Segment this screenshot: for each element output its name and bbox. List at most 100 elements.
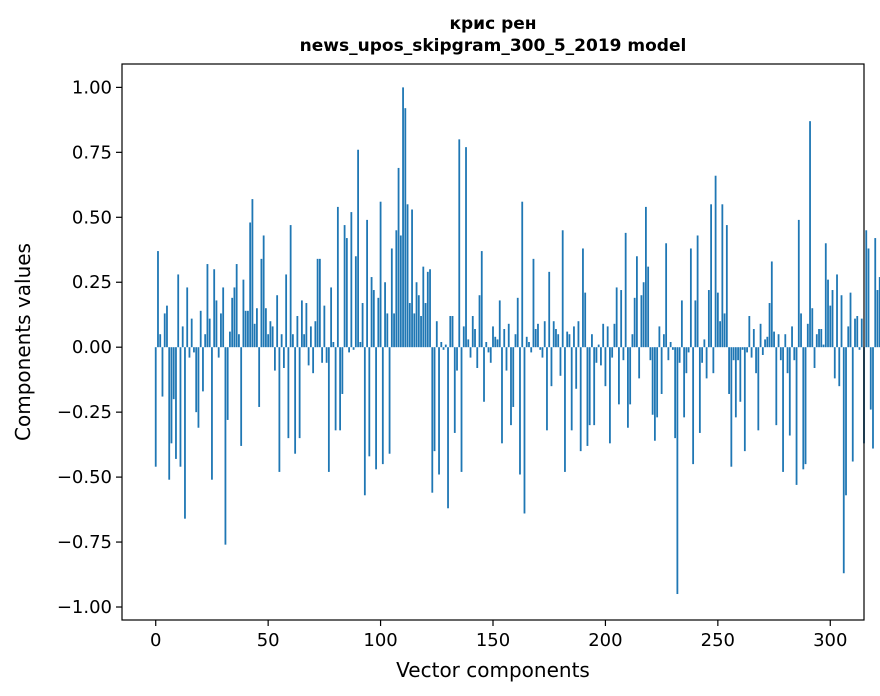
bar: [705, 347, 708, 379]
bar: [777, 334, 780, 348]
bar: [687, 347, 690, 353]
bar: [332, 342, 335, 348]
y-axis-ticks: 1.00 0.75 0.50 0.25 0.00 −0.25 −0.50 −0.75 −1.00: [57, 77, 122, 618]
bar: [334, 347, 337, 431]
bar: [593, 347, 596, 426]
bar: [582, 248, 584, 348]
bar: [462, 326, 465, 348]
bar: [613, 323, 616, 348]
bar: [238, 334, 240, 348]
bar: [343, 225, 346, 348]
bar: [667, 347, 670, 361]
bar: [640, 295, 643, 348]
bar: [528, 342, 530, 348]
bar: [541, 347, 544, 358]
bar: [269, 321, 272, 348]
bar: [645, 206, 647, 348]
bar: [480, 251, 483, 348]
bar: [874, 238, 877, 348]
bar: [251, 199, 254, 348]
x-axis-ticks: 0 50 100 150 200 250 300: [150, 620, 847, 651]
bar: [233, 287, 236, 348]
bar: [489, 347, 492, 363]
bar: [510, 347, 512, 426]
bar: [586, 347, 589, 446]
bar: [627, 347, 629, 428]
bar: [710, 204, 712, 348]
bar: [280, 334, 283, 348]
bar: [265, 308, 267, 348]
bar: [656, 347, 659, 418]
bar: [597, 344, 600, 348]
bar: [725, 225, 728, 348]
bar: [716, 292, 719, 348]
bar: [312, 347, 315, 374]
bar: [696, 235, 699, 348]
bar: [730, 347, 733, 467]
bar: [440, 342, 443, 348]
bar: [451, 316, 454, 348]
bar: [465, 147, 467, 348]
bar: [224, 347, 227, 545]
bar: [786, 347, 789, 374]
bar: [350, 212, 353, 348]
bar-series: [154, 87, 880, 595]
bar: [348, 347, 350, 353]
bar: [397, 167, 400, 348]
y-tick-label: −0.75: [57, 532, 112, 553]
bar: [685, 347, 688, 374]
bar: [638, 347, 641, 379]
bar: [856, 316, 859, 348]
bar: [842, 347, 845, 574]
bar: [775, 347, 778, 426]
bar: [220, 313, 222, 348]
bar: [764, 339, 766, 348]
bar: [559, 347, 562, 376]
bar: [379, 201, 382, 348]
bar: [546, 347, 548, 431]
bar: [258, 347, 261, 407]
bar: [609, 347, 611, 444]
bar: [469, 347, 472, 358]
bar: [289, 225, 292, 348]
bar: [564, 347, 566, 472]
bar: [478, 295, 481, 348]
bar: [519, 347, 521, 475]
bar: [372, 290, 375, 348]
bar: [818, 329, 820, 348]
bar: [525, 336, 528, 348]
bar: [190, 318, 193, 348]
bar: [166, 305, 168, 348]
bar: [577, 321, 580, 348]
x-tick-label: 150: [476, 630, 510, 651]
bar: [851, 347, 854, 462]
bar: [323, 305, 326, 348]
bar: [768, 303, 771, 348]
bar: [447, 347, 449, 509]
bar: [660, 347, 663, 394]
bar: [244, 310, 247, 348]
bar: [298, 347, 301, 439]
bar: [303, 334, 306, 348]
bar: [707, 290, 710, 348]
bar: [782, 347, 784, 472]
x-axis-label: Vector components: [396, 658, 590, 682]
x-tick-label: 50: [257, 630, 280, 651]
y-axis-label: Components values: [11, 243, 35, 441]
bar: [555, 329, 557, 348]
y-tick-label: 0.75: [72, 142, 112, 163]
bar: [177, 274, 180, 348]
bar: [296, 316, 299, 348]
bar: [206, 264, 209, 348]
bar: [215, 300, 218, 348]
bar: [570, 347, 573, 431]
bar: [213, 269, 216, 348]
bar: [471, 316, 474, 348]
bar: [291, 334, 294, 348]
x-tick-label: 250: [701, 630, 735, 651]
bar: [170, 347, 173, 444]
plot-frame: [121, 63, 865, 621]
bar: [501, 347, 503, 444]
bar: [865, 230, 868, 348]
